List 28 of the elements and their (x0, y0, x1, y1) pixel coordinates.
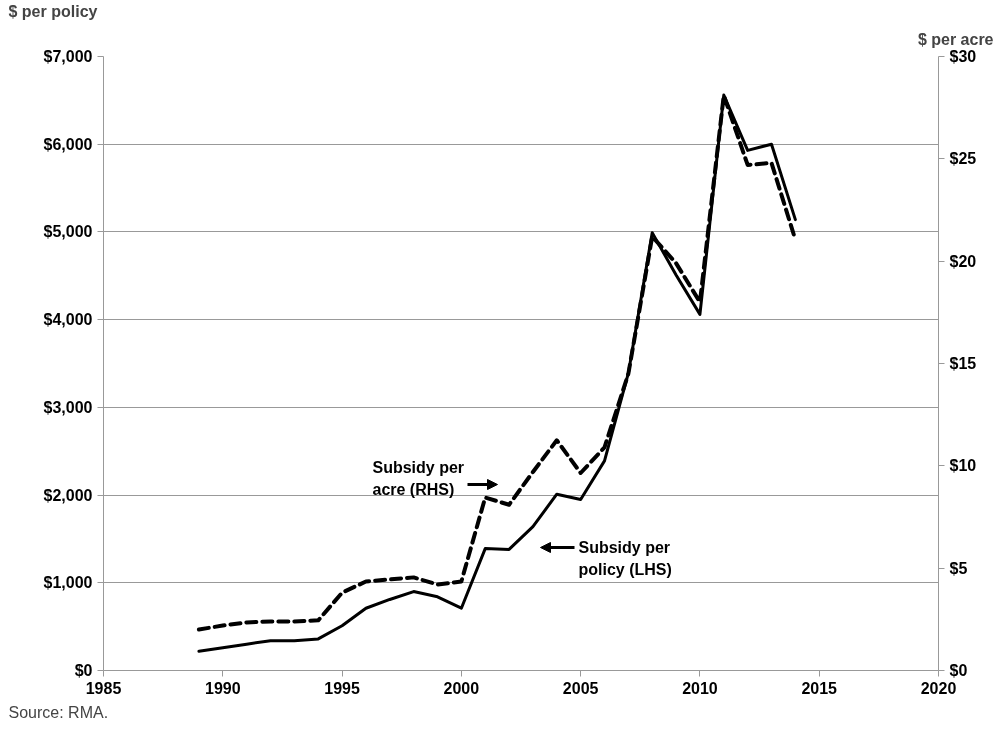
y-tick-label: $5,000 (43, 223, 93, 241)
y-tick-label: $2,000 (43, 486, 93, 504)
y-tick-label: $6,000 (43, 135, 93, 153)
y-tick-label: $3,000 (43, 398, 93, 416)
y2-tick-label: $10 (949, 457, 977, 475)
y2-axis-title: $ per acre (917, 30, 994, 48)
x-tick-label: 2010 (682, 679, 718, 697)
y-tick-label: $0 (74, 662, 93, 679)
y2-tick-label: $20 (949, 252, 977, 270)
x-tick-label: 1985 (85, 679, 122, 697)
x-tick-label: 1995 (324, 679, 360, 697)
x-tick-label: 2015 (801, 679, 838, 697)
x-tick-label: 2020 (920, 679, 957, 697)
y-axis-title: $ per policy (8, 2, 98, 20)
x-tick-label: 2000 (443, 679, 480, 697)
x-tick-label: 2005 (562, 679, 599, 697)
x-tick-label: 1990 (204, 679, 241, 697)
y2-tick-label: $0 (949, 662, 968, 679)
series-label: Subsidy per acre (RHS) (372, 459, 465, 498)
y-tick-label: $1,000 (43, 574, 93, 592)
source-note: Source: RMA. (8, 703, 109, 721)
y-tick-label: $4,000 (43, 311, 93, 329)
y2-tick-label: $25 (949, 150, 977, 168)
y2-tick-label: $15 (949, 355, 977, 372)
y2-tick-label: $30 (949, 48, 977, 65)
legend-label: Subsidy per policy (LHS) (578, 539, 672, 578)
y-tick-label: $7,000 (43, 48, 93, 65)
y2-tick-label: $5 (949, 559, 968, 577)
